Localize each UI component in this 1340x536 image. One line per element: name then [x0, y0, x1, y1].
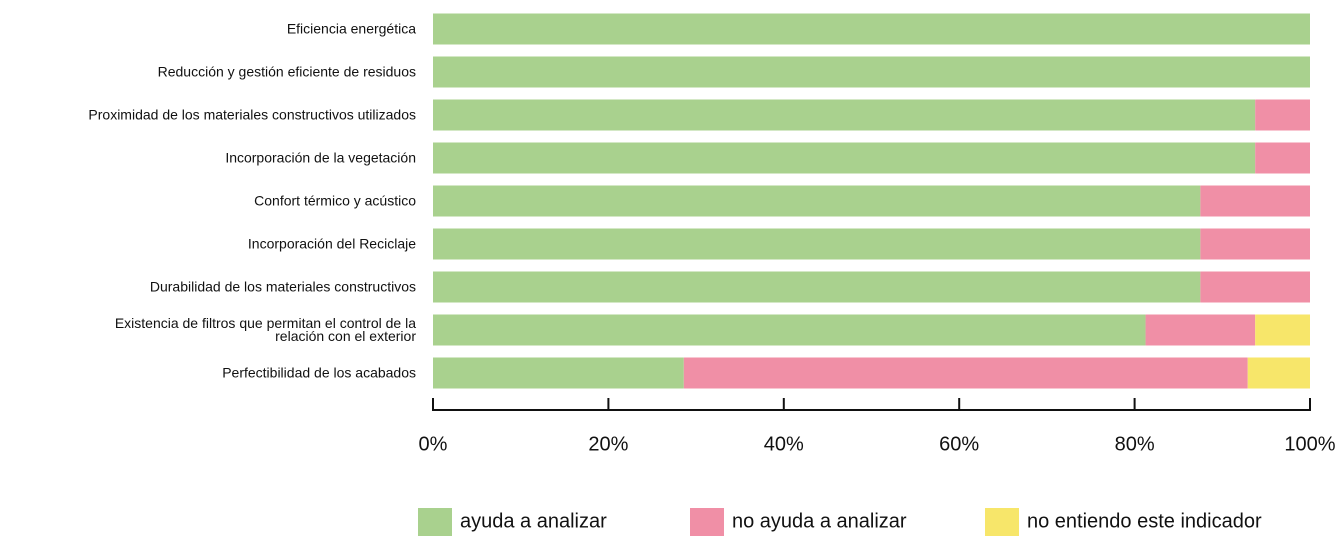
bar-segment [1200, 271, 1310, 303]
bar-segment [433, 314, 1146, 346]
bar-segment [1145, 314, 1256, 346]
x-tick-label: 80% [1115, 433, 1155, 455]
legend-swatch [690, 508, 724, 536]
y-tick-label: Durabilidad de los materiales constructi… [149, 278, 416, 295]
bar-segment [1255, 142, 1310, 174]
bar-segment [433, 56, 1310, 88]
legend-swatch [985, 508, 1019, 536]
bar-segment [1247, 357, 1310, 389]
bar-segment [683, 357, 1248, 389]
legend-label: ayuda a analizar [460, 510, 607, 532]
bar-segment [1255, 314, 1310, 346]
y-tick-label: Perfectibilidad de los acabados [222, 364, 416, 381]
y-tick-label: Reducción y gestión eficiente de residuo… [157, 63, 416, 80]
x-tick-label: 100% [1284, 433, 1335, 455]
bar-segment [1200, 228, 1310, 260]
y-tick-label: Proximidad de los materiales constructiv… [88, 106, 416, 123]
x-tick-label: 20% [588, 433, 628, 455]
y-tick-label: Eficiencia energética [286, 20, 416, 37]
y-tick-label: Incorporación de la vegetación [225, 149, 416, 166]
bar-segment [433, 99, 1256, 131]
y-tick-label: Incorporación del Reciclaje [247, 235, 416, 252]
bar-segment [433, 13, 1310, 45]
legend-label: no ayuda a analizar [732, 510, 907, 532]
legend-label: no entiendo este indicador [1027, 510, 1262, 532]
bar-segment [1200, 185, 1310, 217]
y-tick-label: Existencia de filtros que permitan el co… [114, 315, 416, 344]
x-tick-label: 0% [419, 433, 448, 455]
bar-segment [433, 357, 684, 389]
bar-segment [433, 271, 1201, 303]
bar-segment [433, 185, 1201, 217]
bar-segment [1255, 99, 1310, 131]
x-tick-label: 60% [939, 433, 979, 455]
bar-segment [433, 228, 1201, 260]
legend-swatch [418, 508, 452, 536]
x-tick-label: 40% [764, 433, 804, 455]
y-tick-label: Confort térmico y acústico [254, 192, 416, 209]
bar-segment [433, 142, 1256, 174]
